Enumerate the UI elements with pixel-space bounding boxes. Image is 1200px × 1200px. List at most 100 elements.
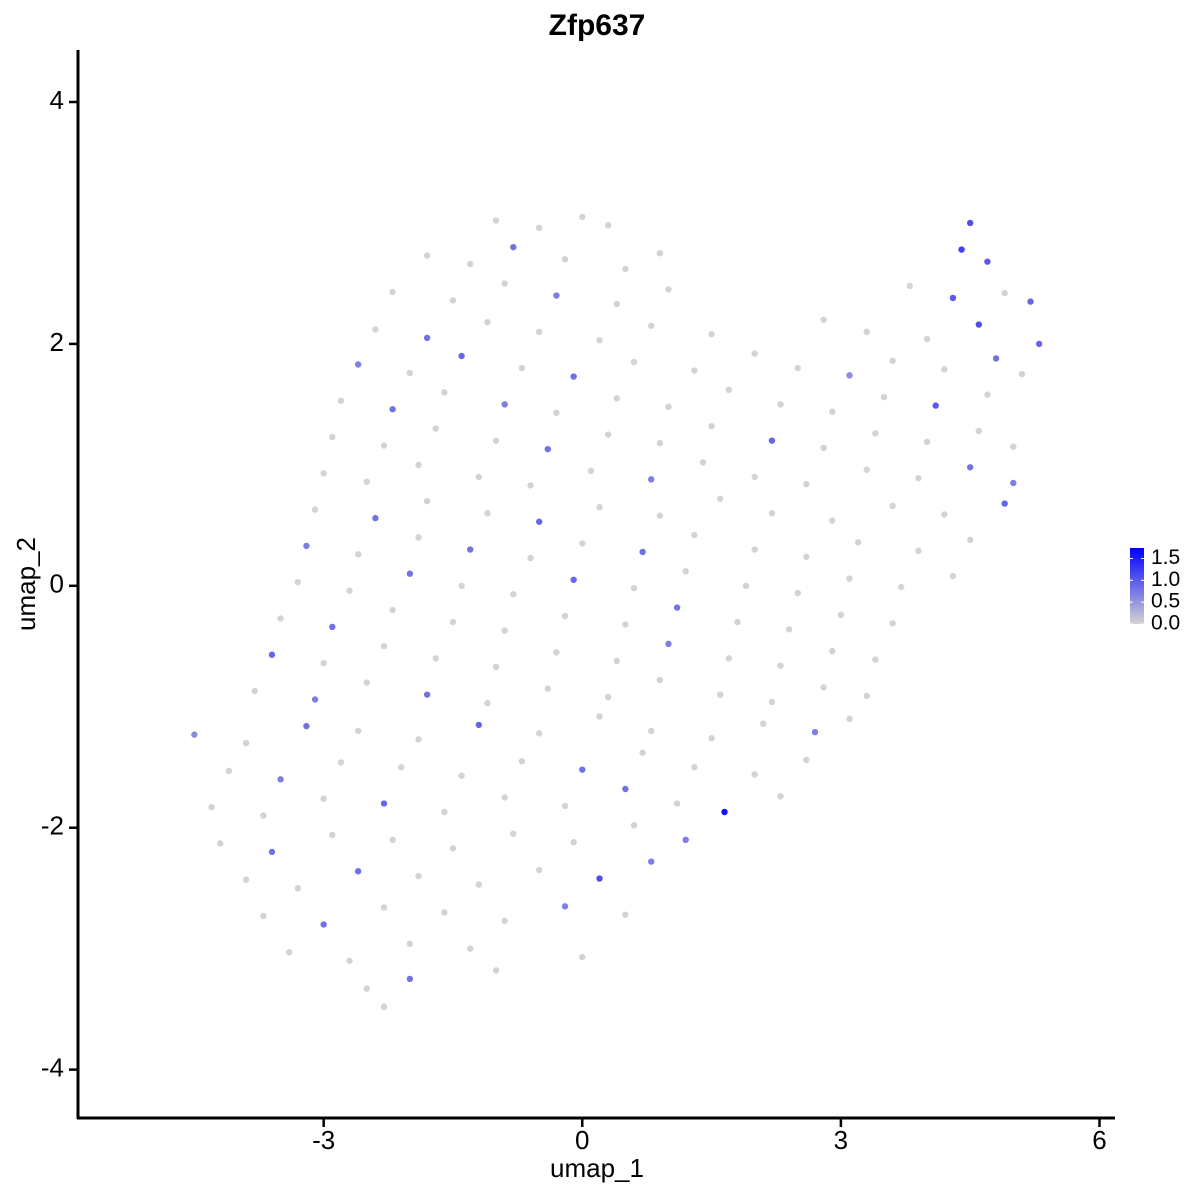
point — [820, 684, 827, 691]
point — [949, 294, 957, 302]
point — [535, 328, 543, 336]
point — [441, 808, 448, 816]
point — [518, 364, 526, 372]
point — [579, 540, 586, 547]
point — [354, 361, 362, 368]
point — [389, 406, 396, 413]
point — [320, 795, 327, 802]
point — [380, 800, 388, 807]
point — [449, 845, 457, 852]
point — [768, 510, 776, 517]
point — [760, 720, 767, 727]
point — [242, 876, 250, 883]
point — [441, 389, 448, 396]
point — [803, 553, 810, 560]
point — [734, 618, 741, 626]
point — [544, 685, 551, 692]
point — [682, 568, 689, 575]
point — [415, 461, 422, 469]
point — [320, 921, 327, 928]
point — [561, 256, 569, 263]
point — [268, 848, 276, 856]
point — [475, 721, 483, 729]
point — [803, 756, 810, 764]
point — [415, 736, 422, 743]
y-tick-label: -4 — [41, 1052, 64, 1082]
point — [941, 366, 948, 373]
point — [923, 438, 931, 446]
point — [949, 572, 957, 580]
point — [380, 442, 388, 449]
point — [492, 663, 500, 671]
point — [613, 395, 620, 402]
point — [346, 957, 353, 964]
point — [329, 433, 336, 441]
point — [725, 655, 733, 662]
point — [716, 691, 724, 698]
point — [354, 868, 362, 875]
point — [570, 576, 577, 583]
point — [535, 866, 543, 874]
point — [639, 749, 646, 756]
point — [966, 219, 974, 227]
point — [579, 766, 586, 773]
color-bar — [1130, 548, 1144, 624]
y-tick-label: -2 — [41, 811, 64, 841]
point — [329, 831, 336, 839]
point — [725, 386, 733, 394]
point — [1001, 289, 1008, 297]
point — [708, 735, 715, 742]
point — [648, 476, 655, 483]
point — [975, 427, 983, 435]
point — [449, 618, 457, 626]
point — [492, 217, 500, 224]
point — [285, 949, 293, 956]
point — [863, 692, 870, 700]
point — [820, 316, 827, 323]
point — [1018, 370, 1026, 378]
point — [794, 364, 801, 372]
point — [423, 497, 431, 505]
point — [906, 282, 914, 290]
point — [380, 1003, 388, 1010]
point — [406, 940, 414, 948]
point — [622, 621, 629, 628]
point — [665, 640, 672, 648]
point — [311, 696, 319, 703]
point — [604, 222, 612, 229]
point — [966, 536, 974, 544]
point — [596, 875, 603, 882]
point — [570, 373, 577, 380]
point — [449, 297, 457, 304]
point — [622, 785, 629, 793]
y-axis-label: umap_2 — [11, 537, 41, 631]
point — [708, 331, 715, 338]
point — [484, 318, 491, 326]
point — [966, 464, 974, 471]
point — [915, 474, 922, 482]
point — [984, 258, 991, 265]
point — [398, 764, 405, 771]
point — [673, 800, 681, 807]
color-tick-label: 0.0 — [1151, 612, 1180, 635]
point — [458, 352, 465, 360]
point — [889, 357, 896, 365]
point — [811, 728, 819, 736]
point — [268, 651, 276, 658]
point — [492, 967, 500, 974]
point — [406, 975, 414, 983]
x-tick-label: 3 — [834, 1125, 848, 1155]
point — [596, 713, 603, 720]
x-tick-label: 6 — [1092, 1125, 1106, 1155]
point — [691, 764, 698, 771]
point — [501, 401, 508, 408]
point — [553, 292, 560, 299]
point — [320, 660, 327, 667]
point — [561, 612, 569, 620]
point — [648, 858, 655, 865]
point — [596, 337, 603, 344]
point — [656, 249, 664, 257]
point — [217, 840, 224, 847]
point — [777, 662, 784, 669]
point — [656, 439, 664, 447]
